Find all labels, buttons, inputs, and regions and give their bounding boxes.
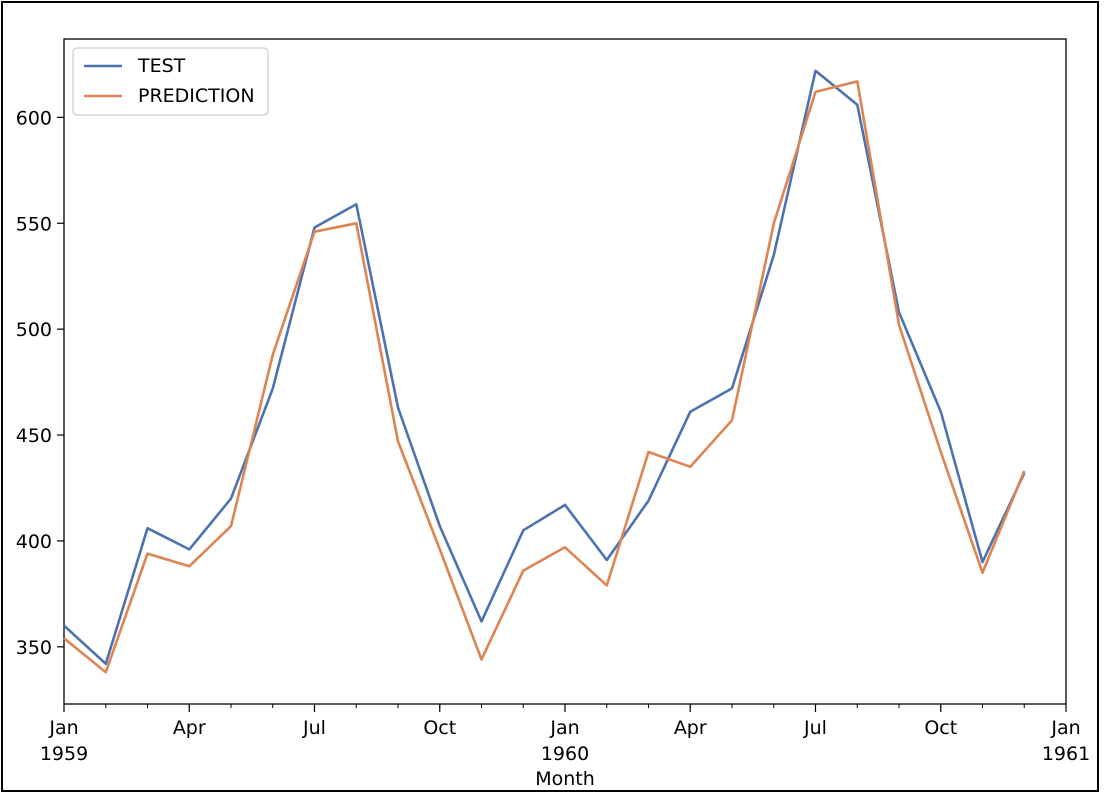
plot-area: [63, 38, 1067, 705]
legend-label-test: TEST: [137, 55, 186, 77]
x-tick-label: Oct: [423, 717, 456, 739]
x-tick-label: Apr: [674, 717, 707, 739]
x-tick-label: Jul: [302, 717, 326, 739]
series-line-test: [63, 69, 1026, 666]
y-tick-label: 350: [16, 637, 52, 659]
x-axis-ticks: Jan 1959 Apr Jul Oct Jan 1960 Apr Jul Oct Jan 1961: [40, 704, 1090, 765]
x-axis-title: Month: [535, 768, 595, 790]
x-tick-year-label: 1961: [1042, 743, 1090, 765]
x-tick-label: Apr: [173, 717, 206, 739]
x-tick-year-label: 1960: [541, 743, 589, 765]
x-tick-label: Oct: [924, 717, 957, 739]
y-tick-label: 500: [16, 319, 52, 341]
x-tick-label: Jul: [803, 717, 827, 739]
y-axis-ticks: 350 400 450 500 550 600: [16, 107, 64, 659]
y-tick-label: 550: [16, 213, 52, 235]
legend: TEST PREDICTION: [72, 47, 269, 116]
legend-label-prediction: PREDICTION: [138, 85, 255, 107]
y-tick-label: 400: [16, 531, 52, 553]
x-tick-year-label: 1959: [40, 743, 88, 765]
x-tick-label: Jan: [549, 717, 579, 739]
y-tick-label: 450: [16, 425, 52, 447]
series-lines: [63, 69, 1026, 674]
series-line-prediction: [63, 80, 1026, 674]
x-tick-label: Jan: [1050, 717, 1080, 739]
x-tick-label: Jan: [48, 717, 78, 739]
y-tick-label: 600: [16, 107, 52, 129]
